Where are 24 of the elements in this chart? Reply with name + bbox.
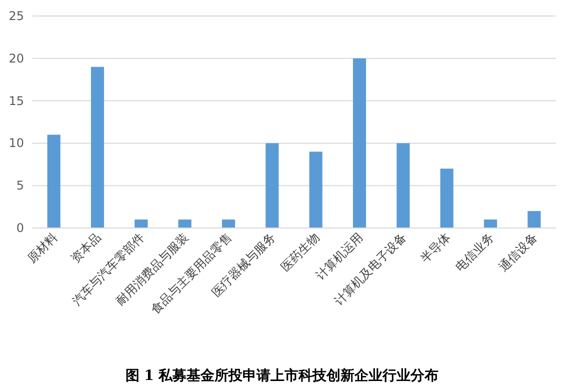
x-tick-label: 原材料 — [24, 230, 60, 266]
bar — [440, 168, 454, 228]
bar — [178, 220, 192, 228]
bar — [90, 66, 104, 228]
y-tick-label: 0 — [16, 221, 24, 235]
y-tick-label: 25 — [8, 9, 24, 23]
bar — [47, 134, 60, 228]
x-tick-label: 半导体 — [418, 230, 453, 266]
text: 图 1 私募基金所投申请上市科技创新企业行业分布 — [125, 367, 439, 384]
y-tick-label: 10 — [8, 136, 24, 150]
bar — [266, 143, 279, 228]
y-tick-label: 15 — [8, 94, 24, 108]
bar — [134, 220, 148, 228]
y-tick-label: 20 — [8, 51, 24, 66]
x-tick-label: 通信设备 — [496, 230, 540, 274]
y-tick-label: 5 — [16, 178, 24, 193]
bar — [484, 220, 498, 228]
bar — [396, 143, 410, 228]
bar — [309, 152, 322, 228]
bar — [528, 211, 541, 228]
bar — [222, 220, 236, 228]
x-tick-label: 电信业务 — [452, 230, 497, 274]
bar — [352, 58, 366, 228]
x-tick-label: 资本品 — [68, 230, 104, 266]
